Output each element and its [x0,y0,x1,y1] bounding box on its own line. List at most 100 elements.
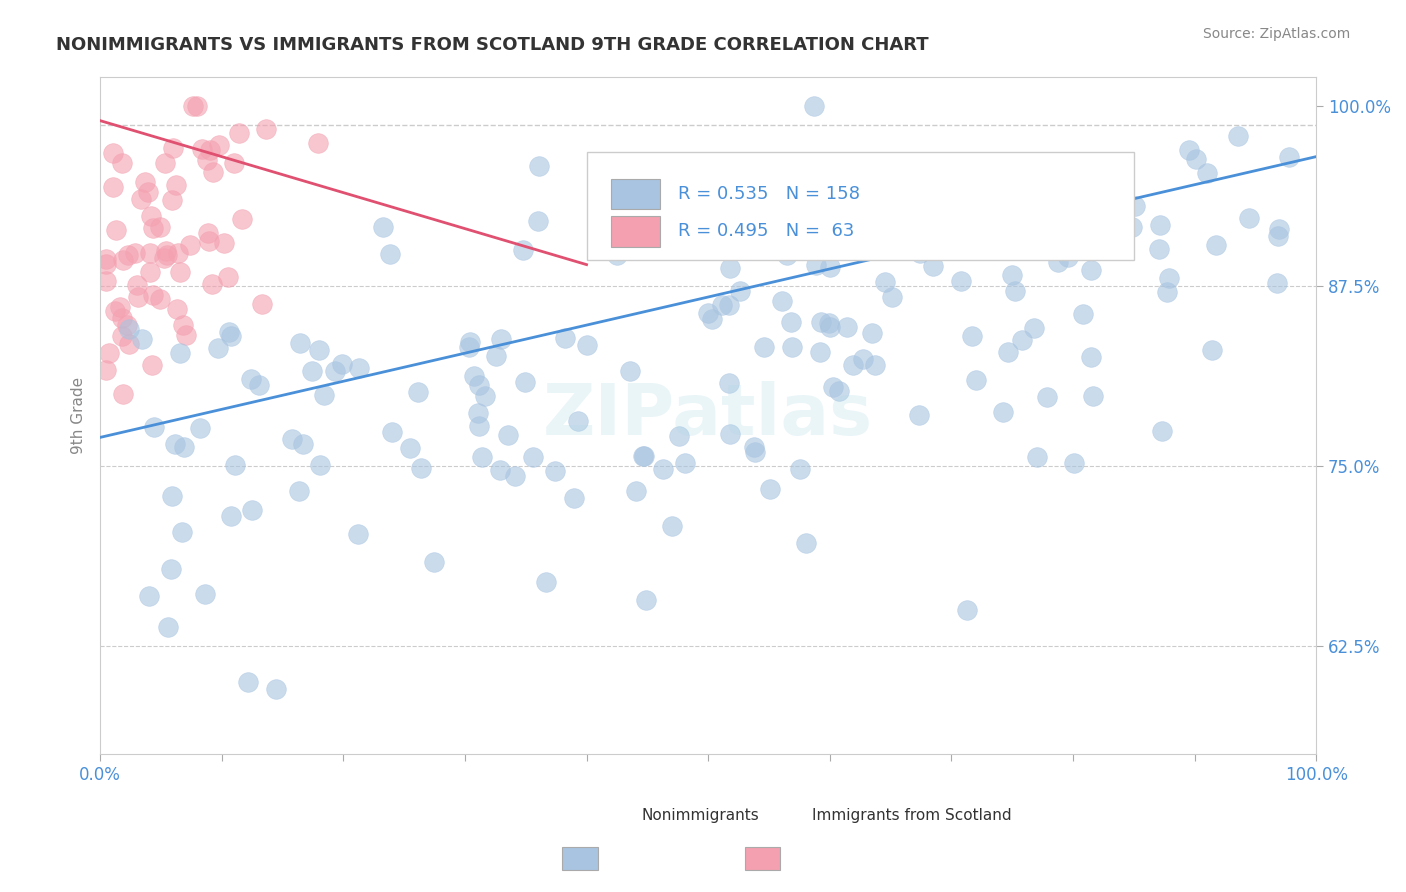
Point [991,404,1014,418]
Point [796,535,818,549]
Point [129,192,152,206]
Point [468,418,491,433]
Point [307,136,329,151]
Point [188,420,211,434]
Point [808,345,831,359]
Point [908,409,931,423]
Point [381,425,404,439]
Point [997,344,1019,359]
Point [512,243,534,257]
Point [96,363,118,377]
Point [1195,166,1218,180]
Point [96,257,118,271]
Point [212,236,235,251]
Point [160,489,183,503]
Point [527,214,550,228]
Point [291,437,314,451]
Point [1123,199,1146,213]
Point [1156,285,1178,300]
Point [218,325,240,339]
Point [1036,391,1059,405]
Point [198,143,221,157]
Text: Nonimmigrants: Nonimmigrants [641,807,759,822]
Point [474,389,496,403]
Point [960,329,983,343]
Point [485,349,508,363]
Point [1001,268,1024,282]
Point [101,180,124,194]
Point [852,352,875,367]
Point [103,304,125,318]
Point [544,464,567,478]
Point [138,589,160,603]
Text: NONIMMIGRANTS VS IMMIGRANTS FROM SCOTLAND 9TH GRADE CORRELATION CHART: NONIMMIGRANTS VS IMMIGRANTS FROM SCOTLAN… [56,36,929,54]
Point [489,463,512,477]
Point [634,592,657,607]
Point [1121,219,1143,234]
Point [219,509,242,524]
Point [922,259,945,273]
Point [142,220,165,235]
Point [1152,424,1174,438]
Point [157,620,180,634]
Point [522,450,544,465]
Point [810,314,832,328]
Point [159,562,181,576]
Point [880,290,903,304]
Point [250,297,273,311]
Point [702,312,724,326]
Point [118,336,141,351]
Point [165,178,187,192]
Point [124,245,146,260]
Point [143,420,166,434]
Point [198,234,221,248]
Point [1011,333,1033,347]
Point [1185,152,1208,166]
Point [471,450,494,464]
Point [818,320,841,334]
Point [131,332,153,346]
Point [860,326,883,340]
Point [776,248,799,262]
Point [467,406,489,420]
Point [1227,128,1250,143]
Point [134,175,156,189]
Point [875,275,897,289]
Point [112,252,135,267]
Text: R = 0.535   N = 158: R = 0.535 N = 158 [678,185,859,202]
Point [1278,150,1301,164]
Point [170,525,193,540]
Point [835,320,858,334]
Point [228,126,250,140]
Point [489,332,512,346]
Point [111,310,134,325]
Point [224,458,246,472]
Point [156,248,179,262]
Point [742,440,765,454]
Point [104,223,127,237]
Point [98,346,121,360]
Point [619,364,641,378]
Point [828,384,851,398]
Point [842,358,865,372]
Point [1080,262,1102,277]
Point [606,248,628,262]
Point [231,211,253,226]
Point [949,274,972,288]
Point [125,277,148,292]
Point [908,246,931,260]
Point [347,527,370,541]
Point [181,99,204,113]
Point [697,306,720,320]
Point [201,164,224,178]
Point [554,331,576,345]
Text: Immigrants from Scotland: Immigrants from Scotland [811,807,1011,822]
Point [1268,222,1291,236]
Point [406,384,429,399]
Point [172,318,194,332]
Point [1014,159,1036,173]
Point [101,146,124,161]
Point [1088,162,1111,177]
Point [529,159,551,173]
Point [754,341,776,355]
